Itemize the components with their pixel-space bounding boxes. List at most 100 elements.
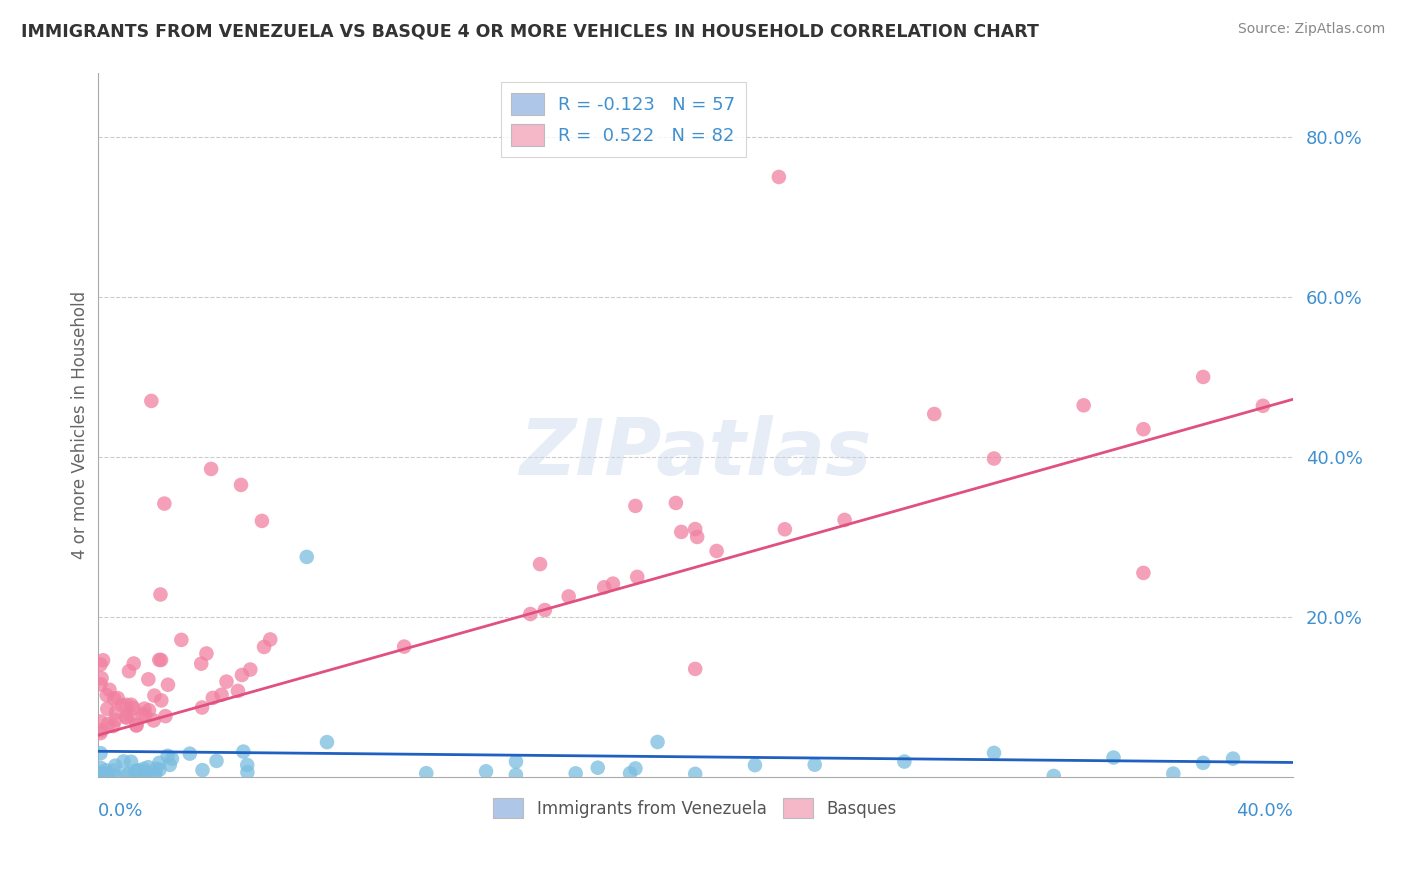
Point (647, 735, 669, 749)
Point (90, 677, 112, 691)
Point (1132, 566, 1154, 580)
Text: ZIPatlas: ZIPatlas (519, 415, 872, 491)
Point (90, 657, 112, 672)
Point (155, 709, 177, 723)
Point (773, 522, 796, 536)
Point (179, 747, 201, 761)
Point (602, 576, 624, 591)
Point (564, 766, 586, 780)
Point (124, 764, 146, 778)
Point (1132, 422, 1154, 436)
Point (125, 718, 148, 732)
Point (191, 763, 214, 777)
Point (132, 762, 155, 776)
Point (834, 513, 856, 527)
Point (215, 674, 238, 689)
Point (150, 653, 173, 667)
Point (143, 768, 166, 782)
Point (803, 757, 825, 772)
Point (150, 693, 173, 707)
Point (111, 698, 134, 713)
Text: IMMIGRANTS FROM VENEZUELA VS BASQUE 4 OR MORE VEHICLES IN HOUSEHOLD CORRELATION : IMMIGRANTS FROM VENEZUELA VS BASQUE 4 OR… (21, 22, 1039, 40)
Point (665, 496, 688, 510)
Point (98, 682, 121, 697)
Point (148, 763, 170, 777)
Point (104, 758, 127, 772)
Point (104, 769, 127, 783)
Y-axis label: 4 or more Vehicles in Household: 4 or more Vehicles in Household (72, 291, 89, 559)
Point (136, 760, 159, 774)
Point (105, 706, 128, 720)
Point (122, 701, 145, 715)
Point (768, 169, 790, 184)
Point (145, 762, 167, 776)
Point (983, 746, 1005, 760)
Point (201, 690, 224, 705)
Point (90, 767, 112, 781)
Point (683, 662, 706, 676)
Point (149, 587, 172, 601)
Point (97, 767, 120, 781)
Point (134, 768, 156, 782)
Point (134, 701, 156, 715)
Point (1102, 750, 1125, 764)
Point (250, 514, 273, 528)
Point (156, 678, 179, 692)
Point (259, 632, 281, 647)
Point (142, 714, 165, 728)
Point (205, 754, 228, 768)
Point (115, 710, 138, 724)
Text: 0.0%: 0.0% (97, 802, 143, 820)
Point (529, 557, 551, 571)
Point (107, 691, 129, 706)
Point (683, 522, 706, 536)
Point (104, 713, 127, 727)
Point (624, 499, 647, 513)
Point (120, 755, 142, 769)
Point (671, 524, 693, 539)
Point (143, 689, 166, 703)
Point (200, 462, 222, 476)
Point (983, 451, 1005, 466)
Point (96, 767, 118, 781)
Point (619, 766, 641, 780)
Point (686, 530, 709, 544)
Point (1192, 370, 1215, 384)
Point (94, 764, 117, 778)
Point (706, 544, 728, 558)
Point (148, 653, 170, 667)
Point (475, 764, 498, 779)
Point (91, 768, 114, 782)
Point (922, 407, 945, 421)
Point (148, 756, 170, 770)
Point (893, 755, 915, 769)
Point (90, 723, 112, 738)
Point (624, 761, 647, 775)
Point (153, 497, 176, 511)
Point (744, 758, 766, 772)
Point (120, 708, 142, 723)
Point (231, 668, 253, 682)
Point (156, 748, 179, 763)
Point (114, 768, 136, 782)
Point (593, 580, 616, 594)
Point (557, 590, 579, 604)
Point (118, 664, 141, 678)
Point (232, 745, 254, 759)
Point (1251, 399, 1274, 413)
Point (141, 393, 163, 408)
Point (127, 764, 149, 778)
Point (1161, 766, 1184, 780)
Point (236, 758, 259, 772)
Point (90, 761, 112, 775)
Point (90, 714, 112, 729)
Point (103, 691, 125, 706)
Point (120, 698, 142, 712)
Point (505, 755, 527, 769)
Point (316, 735, 339, 749)
Point (295, 549, 318, 564)
Point (125, 718, 148, 732)
Point (211, 688, 233, 702)
Point (229, 478, 252, 492)
Point (96, 702, 118, 716)
